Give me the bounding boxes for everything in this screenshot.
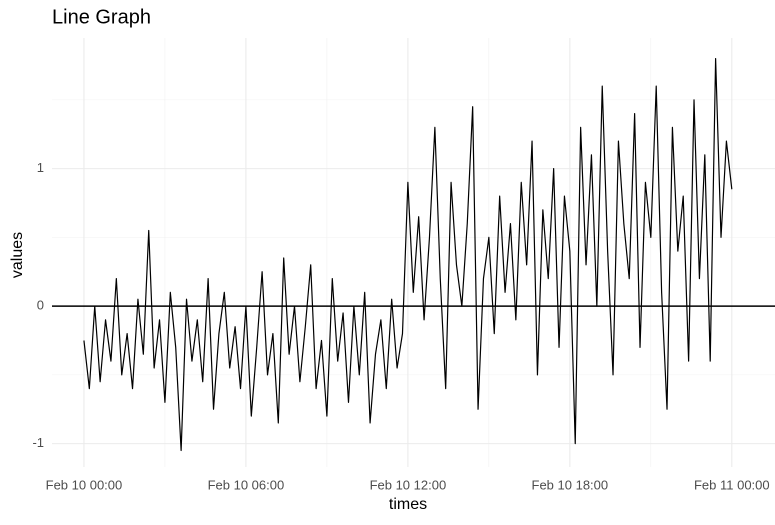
chart-title: Line Graph <box>52 6 151 28</box>
y-tick-label: -1 <box>32 435 44 450</box>
y-axis-label: values <box>9 232 26 278</box>
data-line <box>83 58 733 452</box>
x-tick-label: Feb 10 12:00 <box>370 477 447 492</box>
x-axis-label: times <box>389 496 427 513</box>
x-tick-label: Feb 10 00:00 <box>46 477 123 492</box>
x-tick-label: Feb 10 18:00 <box>532 477 609 492</box>
y-tick-label: 1 <box>37 160 44 175</box>
x-tick-label: Feb 10 06:00 <box>208 477 285 492</box>
x-tick-label: Feb 11 00:00 <box>694 477 770 492</box>
y-tick-label: 0 <box>37 298 44 313</box>
